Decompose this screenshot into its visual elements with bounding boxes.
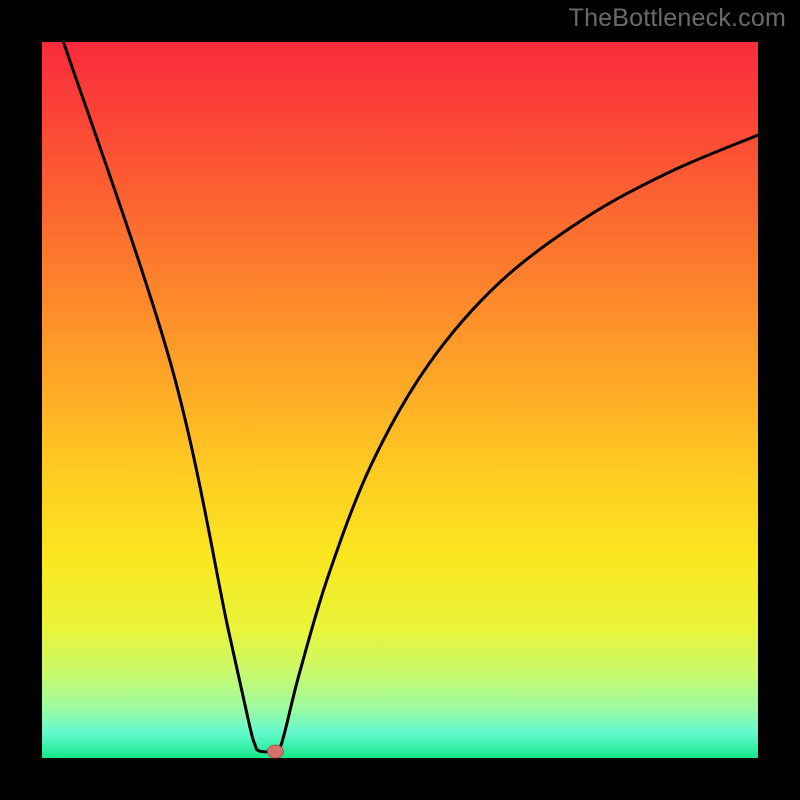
bottleneck-chart [0,0,800,800]
optimal-point-marker [267,745,283,758]
plot-background-gradient [42,42,758,758]
chart-container: TheBottleneck.com [0,0,800,800]
watermark-text: TheBottleneck.com [569,4,786,33]
